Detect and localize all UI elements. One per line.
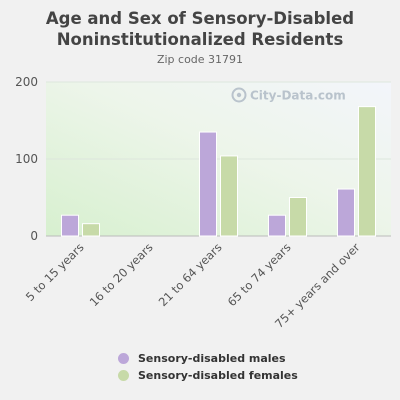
bar-females-5-to-15-years <box>82 223 100 237</box>
bar-females-65-to-74-years <box>289 197 307 237</box>
legend-swatch-females <box>118 369 129 381</box>
bar-males-5-to-15-years <box>61 214 79 237</box>
chart-title: Age and Sex of Sensory-Disabled Noninsti… <box>45 9 355 49</box>
y-tick-label: 100 <box>15 152 38 166</box>
bar-males-65-to-74-years <box>268 214 286 237</box>
y-tick-label: 0 <box>30 229 38 243</box>
x-tick-label: 5 to 15 years <box>23 240 87 304</box>
bar-females-21-to-64-years <box>220 155 238 237</box>
x-tick-label: 65 to 74 years <box>225 240 294 309</box>
svg-text:City-Data.com: City-Data.com <box>250 89 346 103</box>
chart-subtitle: Zip code 31791 <box>156 53 244 66</box>
bar-males-21-to-64-years <box>199 131 217 237</box>
watermark: City-Data.com <box>231 87 346 103</box>
legend: Sensory-disabled males Sensory-disabled … <box>118 350 298 384</box>
legend-swatch-males <box>118 352 129 364</box>
y-tick-label: 200 <box>15 75 38 89</box>
x-tick-label: 16 to 20 years <box>87 240 156 309</box>
bar-females-75-years-and-over <box>358 106 376 237</box>
legend-label-males: Sensory-disabled males <box>138 351 286 365</box>
bar-males-75-years-and-over <box>337 188 355 237</box>
x-tick-label: 21 to 64 years <box>156 240 225 309</box>
legend-label-females: Sensory-disabled females <box>138 368 298 382</box>
legend-item-males: Sensory-disabled males <box>118 350 298 366</box>
legend-item-females: Sensory-disabled females <box>118 367 298 383</box>
